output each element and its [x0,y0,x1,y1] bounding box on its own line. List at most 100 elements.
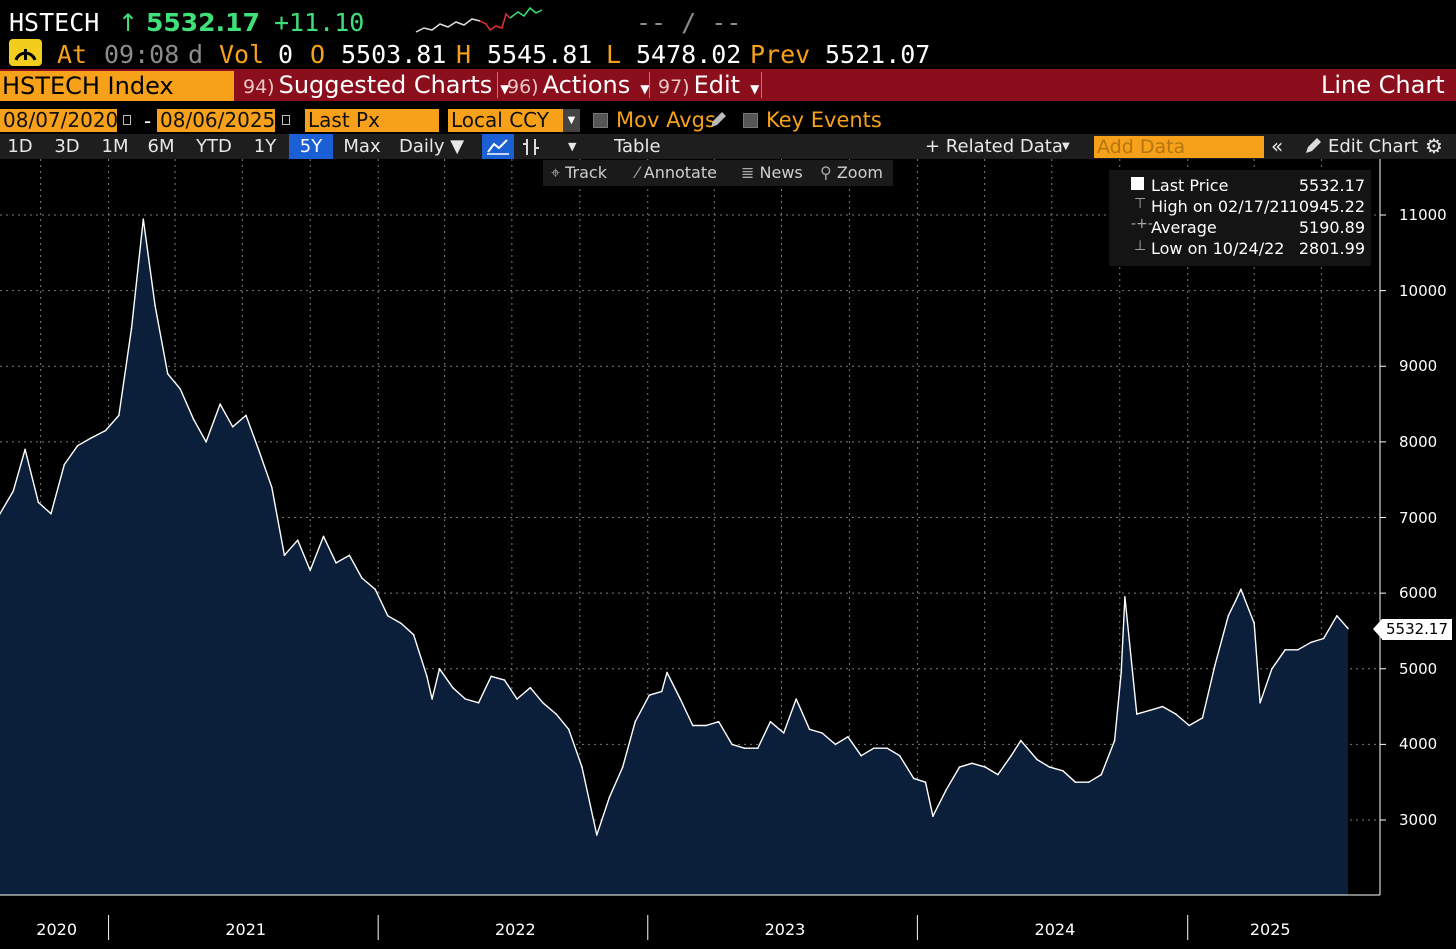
price-point [648,694,651,696]
last-price-swatch [1131,177,1144,190]
chart-subtoolbar [543,160,893,186]
crosshair-icon: ⌖ [551,163,566,182]
price-point [821,732,823,734]
price-point [608,796,611,799]
price-point [1347,627,1349,630]
related-data-button[interactable]: + Related Data [925,136,1063,157]
range-button-5y[interactable]: 5Y [289,134,333,159]
price-point [271,486,273,489]
price-point [731,743,733,746]
y-tick-label: 7000 [1399,508,1438,527]
security-field[interactable]: HSTECH Index [0,71,234,101]
line-chart-icon[interactable] [482,134,514,159]
price-point [932,815,934,817]
range-button-1m[interactable]: 1M [101,136,129,157]
calendar-icon[interactable] [279,111,293,129]
price-point [1234,599,1237,602]
legend-avg-value: 5190.89 [1298,218,1365,237]
price-point [997,773,999,776]
edit-chart-pencil-icon[interactable] [1303,137,1323,155]
track-tool[interactable]: ⌖ Track [551,162,607,184]
price-point [503,679,506,681]
prev-label: Prev [750,40,811,69]
range-button-6m[interactable]: 6M [147,136,175,157]
y-tick-label: 3000 [1399,811,1438,829]
mov-avgs-checkbox[interactable] [593,113,608,128]
price-field-select[interactable]: Last Px [305,109,439,132]
price-point [1136,713,1138,715]
bar-chart-icon[interactable] [520,136,542,158]
chart-style-dropdown-icon[interactable]: ▼ [568,140,577,153]
last-price: 5532.17 [146,8,260,37]
price-point [912,777,915,780]
price-point [782,732,785,734]
calendar-icon[interactable] [120,111,134,129]
price-point [130,327,133,330]
price-point [1087,781,1090,783]
price-point [104,429,107,432]
price-point [1100,773,1103,776]
price-point [634,720,636,723]
high-marker-icon: ⊤ [1134,196,1147,212]
range-button-3d[interactable]: 3D [54,136,80,157]
chart-legend[interactable] [1109,170,1371,266]
collapse-icon[interactable]: « [1271,134,1284,158]
price-point [464,698,467,700]
high-value: 5545.81 [487,40,593,69]
actions-menu[interactable]: 96) Actions ▼ [507,69,650,101]
edit-chart-button[interactable]: Edit Chart [1328,136,1419,157]
table-button[interactable]: Table [614,136,661,157]
settings-gear-icon[interactable]: ⚙ [1425,134,1443,158]
price-point [984,766,987,768]
add-data-input[interactable]: Add Data [1094,136,1264,158]
pencil-icon[interactable] [708,111,728,129]
suggested-charts-menu[interactable]: 94) Suggested Charts ▼ [243,69,510,101]
range-button-max[interactable]: Max [343,136,381,157]
last-price-tag: 5532.17 [1373,619,1452,640]
edit-menu[interactable]: 97) Edit ▼ [658,69,759,101]
price-point [567,728,570,731]
x-year-label: 2020 [36,920,77,939]
price-point [945,789,947,791]
x-year-label: 2021 [225,920,267,939]
price-point [661,690,663,693]
x-year-label: 2024 [1034,920,1076,939]
range-button-ytd[interactable]: YTD [196,136,232,157]
price-point [166,373,169,375]
price-point [621,766,624,768]
range-button-1y[interactable]: 1Y [253,136,277,157]
currency-select[interactable]: Local CCY [448,109,563,132]
key-events-checkbox[interactable] [743,113,758,128]
price-point [1214,664,1216,666]
price-point [90,437,92,439]
currency-dropdown-arrow-icon[interactable]: ▼ [563,109,580,132]
annotate-tool[interactable]: ⁄ Annotate [636,162,717,184]
price-point [666,671,668,674]
suggested-charts-label: Suggested Charts [278,71,493,99]
annotate-label: Annotate [643,163,717,182]
price-chart[interactable] [0,159,1456,949]
price-point [179,388,181,390]
related-dropdown-icon[interactable]: ▼ [1062,141,1070,152]
start-date-field[interactable]: 08/07/2020 [0,109,118,132]
period-select[interactable]: Daily ▼ [399,136,465,157]
x-year-label: 2023 [764,920,806,939]
price-point [1310,641,1312,644]
news-tool[interactable]: ≣ News [741,162,803,184]
at-label: At [57,40,88,69]
price-points [0,218,1349,836]
annotate-icon: ⁄ [636,163,644,182]
price-point [1175,713,1177,715]
gauge-icon[interactable] [9,39,42,66]
range-button-1d[interactable]: 1D [7,136,33,157]
price-point [118,414,120,417]
open-label: O [310,40,326,69]
price-point [438,668,441,670]
price-point [1227,615,1230,617]
price-point [426,675,428,678]
zoom-tool[interactable]: ⚲ Zoom [820,162,883,184]
y-tick-label: 6000 [1399,584,1438,603]
end-date-field[interactable]: 08/06/2025 [157,109,275,132]
price-point [348,554,351,557]
price-point [555,713,557,715]
